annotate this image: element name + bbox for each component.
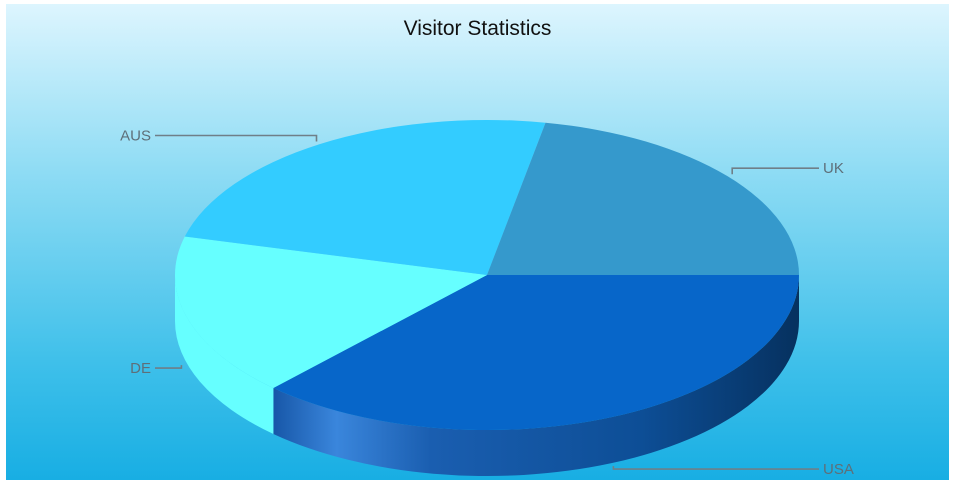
pie-side-de	[174, 275, 274, 434]
pie-slice-de[interactable]	[175, 236, 487, 389]
pie-slice-usa[interactable]	[273, 275, 799, 431]
slice-label-usa: USA	[823, 461, 854, 478]
pie-slice-uk[interactable]	[487, 122, 799, 275]
slice-label-de: DE	[130, 360, 151, 377]
pie-side-usa	[273, 275, 799, 477]
slice-label-aus: AUS	[120, 128, 151, 145]
leader-line-de	[155, 365, 183, 369]
leader-line-usa	[612, 466, 819, 470]
leader-line-aus	[155, 134, 318, 142]
pie-chart: USA DE AUS UK	[120, 119, 854, 478]
pie-slice-aus[interactable]	[184, 119, 546, 276]
slice-label-uk: UK	[823, 160, 844, 177]
leader-line-uk	[731, 167, 819, 175]
chart-background: Visitor Statistics USA DE AUS UK	[6, 4, 949, 480]
chart-title: Visitor Statistics	[403, 17, 552, 40]
